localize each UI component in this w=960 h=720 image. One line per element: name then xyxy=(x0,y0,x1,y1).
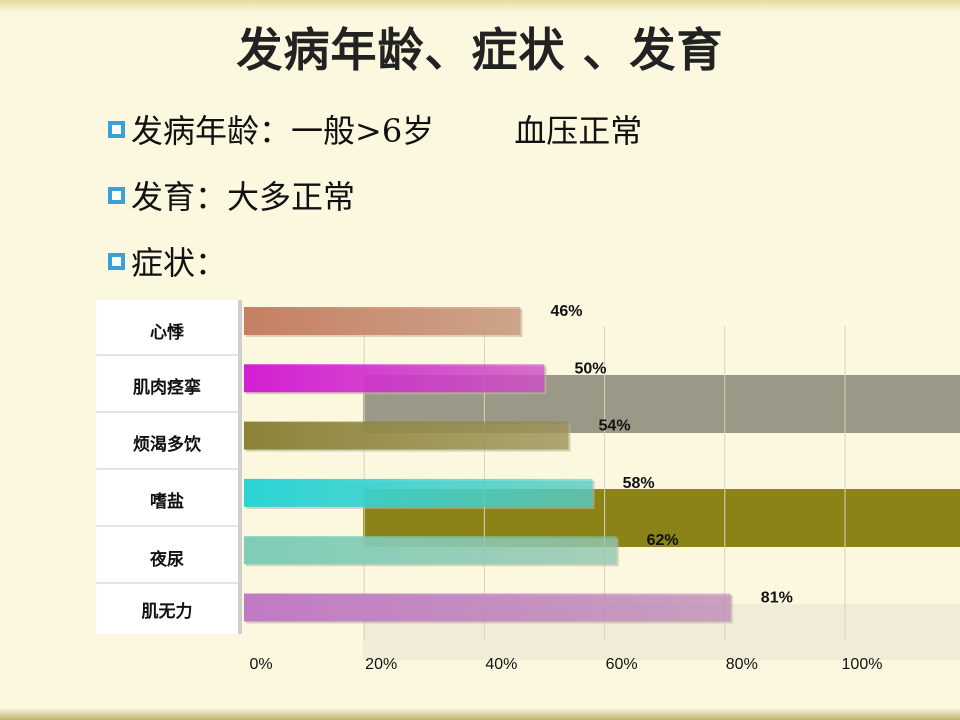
bullet-extra-text: 血压正常 xyxy=(514,112,643,150)
category-divider xyxy=(96,582,238,584)
x-tick-label: 20% xyxy=(365,656,397,673)
category-divider xyxy=(96,354,238,356)
x-tick-label: 100% xyxy=(842,656,883,673)
bullet-text: 发病年龄：一般>6岁 xyxy=(131,112,435,150)
category-label: 夜尿 xyxy=(150,550,184,570)
bar xyxy=(244,421,569,450)
bullet-development: 发育：大多正常 xyxy=(108,172,355,218)
square-bullet-icon xyxy=(108,252,125,270)
bullet-text: 症状： xyxy=(131,244,228,282)
top-border xyxy=(0,0,960,13)
x-tick-label: 60% xyxy=(606,656,638,673)
data-label: 81% xyxy=(761,590,793,607)
square-bullet-icon xyxy=(108,120,125,138)
category-label: 嗜盐 xyxy=(150,492,184,512)
x-tick-label: 40% xyxy=(485,656,517,673)
category-divider xyxy=(96,525,238,527)
data-label: 62% xyxy=(647,532,679,549)
category-label: 烦渴多饮 xyxy=(133,435,201,455)
square-bullet-icon xyxy=(108,186,125,204)
bottom-border xyxy=(0,708,960,720)
bar xyxy=(244,536,617,565)
data-label: 54% xyxy=(599,418,631,435)
bullet-text: 发育：大多正常 xyxy=(131,178,356,216)
bar xyxy=(244,478,593,507)
data-label: 50% xyxy=(575,360,607,377)
category-label: 肌肉痉挛 xyxy=(133,378,201,398)
data-label: 46% xyxy=(550,303,582,320)
bar xyxy=(244,307,521,335)
x-tick-label: 80% xyxy=(726,656,758,673)
category-divider xyxy=(96,468,238,470)
bar xyxy=(244,364,545,393)
category-divider xyxy=(96,411,238,413)
bullet-onset-age: 发病年龄：一般>6岁 血压正常 xyxy=(108,106,642,152)
slide-title: 发病年龄、症状 、发育 xyxy=(236,23,724,77)
x-tick-label: 0% xyxy=(249,656,272,673)
bar xyxy=(244,593,731,622)
data-label: 58% xyxy=(623,475,655,492)
bullet-symptoms: 症状： xyxy=(108,238,227,284)
category-label: 心悸 xyxy=(150,323,184,343)
category-label: 肌无力 xyxy=(141,602,193,622)
